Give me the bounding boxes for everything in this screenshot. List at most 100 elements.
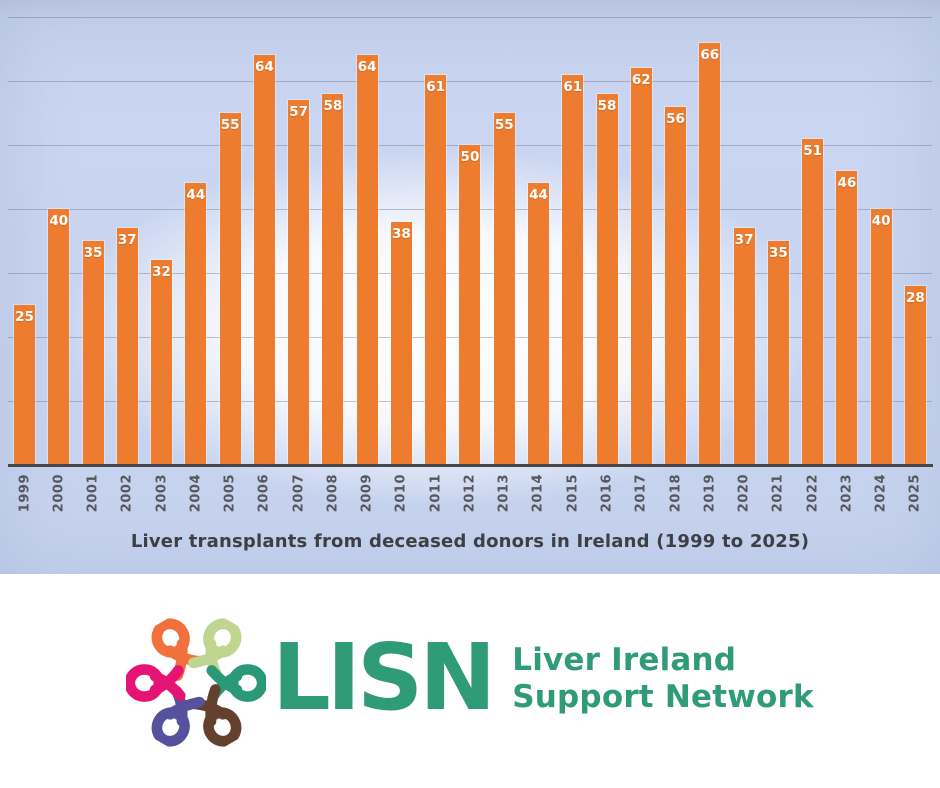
bar-value-label: 58 — [597, 98, 617, 114]
chart-bars: 25 1999 40 2000 35 2001 37 2002 32 2003 44 2004 55 20… — [8, 0, 932, 574]
x-tick-label-2008: 2008 — [325, 474, 341, 513]
x-tick-label-2010: 2010 — [393, 474, 409, 513]
gridline-70 — [8, 17, 932, 18]
chart-column-2016: 58 2016 — [596, 0, 618, 574]
x-tick-label-2013: 2013 — [496, 474, 512, 513]
chart-column-2008: 58 2008 — [322, 0, 344, 574]
bar-value-label: 61 — [563, 79, 583, 95]
chart-column-2004: 44 2004 — [185, 0, 207, 574]
x-tick-label-2019: 2019 — [702, 474, 718, 513]
bar-2011: 61 — [425, 75, 447, 465]
bar-2021: 35 — [767, 241, 789, 465]
x-tick-label-2009: 2009 — [359, 474, 375, 513]
bar-value-label: 38 — [392, 226, 411, 242]
chart-column-2019: 66 2019 — [699, 0, 721, 574]
logo-name-line1: Liver Ireland — [512, 642, 737, 679]
chart-column-2018: 56 2018 — [665, 0, 687, 574]
bar-value-label: 35 — [83, 245, 103, 261]
chart-column-2009: 64 2009 — [356, 0, 378, 574]
lisn-logo: LISN Liver Ireland Support Network — [124, 609, 814, 754]
x-tick-label-2025: 2025 — [907, 474, 923, 513]
bar-2000: 40 — [48, 209, 70, 465]
bar-2024: 40 — [870, 209, 892, 465]
bar-value-label: 64 — [254, 59, 274, 75]
bar-1999: 25 — [14, 305, 35, 465]
bar-2016: 58 — [596, 94, 618, 465]
x-tick-label-2007: 2007 — [291, 474, 307, 513]
logo-name: Liver Ireland Support Network — [512, 642, 814, 715]
x-tick-label-2001: 2001 — [85, 474, 101, 513]
chart-column-2023: 46 2023 — [836, 0, 858, 574]
bar-value-label: 55 — [494, 117, 514, 133]
bar-2009: 64 — [356, 55, 378, 465]
bar-value-label: 56 — [666, 111, 685, 127]
logo-name-line2: Support Network — [512, 679, 814, 715]
chart-column-2022: 51 2022 — [802, 0, 824, 574]
x-tick-label-1999: 1999 — [17, 474, 32, 513]
x-tick-label-2016: 2016 — [599, 474, 615, 513]
bar-value-label: 62 — [631, 72, 651, 88]
ribbon-wreath-icon — [124, 609, 268, 754]
bar-2007: 57 — [288, 100, 310, 465]
bar-2008: 58 — [322, 94, 344, 465]
x-tick-label-2018: 2018 — [668, 474, 684, 513]
bar-value-label: 55 — [220, 117, 240, 133]
bar-value-label: 64 — [357, 59, 377, 75]
chart-column-2003: 32 2003 — [151, 0, 173, 574]
chart-column-2002: 37 2002 — [116, 0, 138, 574]
x-tick-label-2006: 2006 — [256, 474, 272, 513]
chart-column-2024: 40 2024 — [870, 0, 892, 574]
bar-2020: 37 — [733, 228, 755, 465]
x-tick-label-2023: 2023 — [839, 474, 855, 513]
chart-column-2007: 57 2007 — [288, 0, 310, 574]
bar-value-label: 35 — [768, 245, 788, 261]
bar-value-label: 50 — [460, 149, 480, 165]
chart-column-2001: 35 2001 — [82, 0, 104, 574]
x-tick-label-2014: 2014 — [530, 474, 546, 513]
x-tick-label-2012: 2012 — [462, 474, 478, 513]
chart-column-2017: 62 2017 — [630, 0, 652, 574]
x-tick-label-2005: 2005 — [222, 474, 238, 513]
bar-2006: 64 — [253, 55, 275, 465]
bar-value-label: 37 — [117, 232, 137, 248]
x-tick-label-2002: 2002 — [119, 474, 135, 513]
logo-acronym: LISN — [272, 624, 496, 731]
chart-column-2015: 61 2015 — [562, 0, 584, 574]
bar-value-label: 57 — [289, 104, 309, 120]
chart-column-2006: 64 2006 — [253, 0, 275, 574]
bar-2002: 37 — [116, 228, 138, 465]
bar-chart: 25 1999 40 2000 35 2001 37 2002 32 2003 44 2004 55 20… — [0, 0, 940, 574]
chart-column-2010: 38 2010 — [390, 0, 412, 574]
gridline-60 — [8, 81, 932, 82]
x-tick-label-2022: 2022 — [805, 474, 821, 513]
chart-column-2013: 55 2013 — [493, 0, 515, 574]
bar-2018: 56 — [665, 107, 687, 465]
x-tick-label-2003: 2003 — [154, 474, 170, 513]
x-tick-label-2004: 2004 — [188, 474, 204, 513]
chart-column-2021: 35 2021 — [767, 0, 789, 574]
bar-value-label: 40 — [871, 213, 891, 229]
bar-2010: 38 — [390, 222, 412, 465]
chart-column-2005: 55 2005 — [219, 0, 241, 574]
bar-2001: 35 — [82, 241, 104, 465]
chart-column-2020: 37 2020 — [733, 0, 755, 574]
bar-value-label: 25 — [15, 309, 34, 325]
bar-2004: 44 — [185, 183, 207, 465]
chart-column-2011: 61 2011 — [425, 0, 447, 574]
bar-value-label: 28 — [906, 290, 925, 306]
x-tick-label-2000: 2000 — [51, 474, 67, 513]
bar-2017: 62 — [630, 68, 652, 465]
bar-2022: 51 — [802, 139, 824, 465]
chart-column-2014: 44 2014 — [527, 0, 549, 574]
x-axis-line — [8, 464, 933, 467]
bar-value-label: 51 — [803, 143, 823, 159]
chart-column-2012: 50 2012 — [459, 0, 481, 574]
bar-value-label: 44 — [186, 187, 206, 203]
bar-value-label: 61 — [426, 79, 446, 95]
chart-title: Liver transplants from deceased donors i… — [130, 531, 810, 552]
chart-column-2000: 40 2000 — [48, 0, 70, 574]
bar-2014: 44 — [527, 183, 549, 465]
bar-2013: 55 — [493, 113, 515, 465]
x-tick-label-2011: 2011 — [428, 474, 444, 513]
bar-2003: 32 — [151, 260, 173, 465]
